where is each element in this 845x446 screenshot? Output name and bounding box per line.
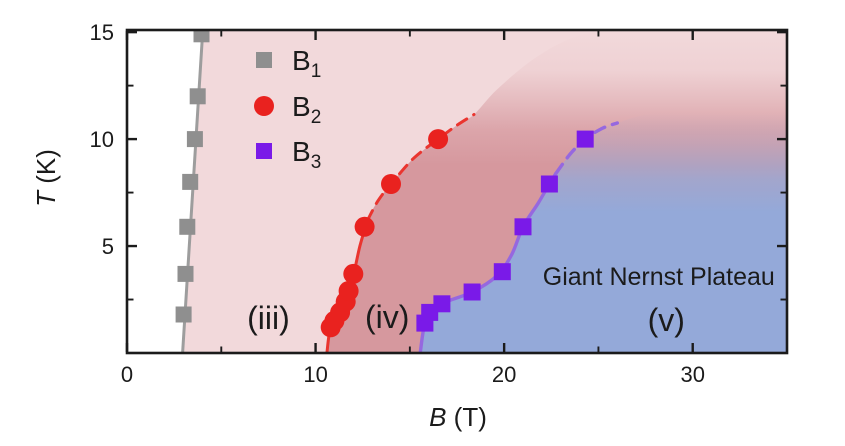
b3-marker (463, 283, 481, 301)
region-label-v: (v) (648, 302, 685, 338)
legend-label-b3: B3 (292, 136, 321, 173)
legend-item-b1: B1 (256, 45, 321, 82)
series-b3-markers (416, 130, 594, 332)
b3-marker (540, 175, 558, 193)
b2-marker (428, 129, 449, 150)
b2-legend-marker (254, 96, 274, 116)
b2-dashed-line (365, 113, 476, 222)
b1-marker (175, 306, 192, 323)
legend-label-b1: B1 (292, 45, 321, 82)
b3-marker (576, 130, 594, 148)
x-tick-label-0: 0 (121, 362, 133, 387)
series-b2-markers (320, 129, 449, 338)
x-tick-label-30: 30 (680, 362, 704, 387)
plot-area (175, 30, 787, 353)
b1-solid-line (181, 30, 205, 353)
series-b1 (181, 30, 205, 353)
axis-frame-group (125, 28, 789, 355)
b1-marker (182, 173, 199, 190)
b1-marker (179, 218, 196, 235)
b3-marker (514, 218, 532, 236)
b2-marker (354, 216, 375, 237)
b3-marker (493, 263, 511, 281)
b1-marker (189, 88, 206, 105)
b3-marker (433, 295, 451, 313)
b1-marker (186, 131, 203, 148)
b1-legend-marker (256, 52, 272, 68)
b2-marker (343, 263, 364, 284)
series-b1-markers (175, 30, 210, 323)
region-v-fill (420, 103, 787, 353)
region-label-iv: (iv) (365, 299, 409, 335)
annotation-giant-nernst-plateau: Giant Nernst Plateau (543, 263, 775, 291)
y-tick-label-10: 10 (90, 127, 114, 152)
b3-legend-marker (256, 143, 272, 159)
b2-marker (338, 281, 359, 301)
b1-marker (177, 265, 194, 282)
legend-item-b2: B2 (254, 91, 321, 128)
x-axis-title: B (T) (429, 402, 487, 432)
region-label-iii: (iii) (247, 300, 290, 336)
b2-marker (381, 174, 401, 194)
x-tick-label-10: 10 (303, 362, 327, 387)
y-axis-title: T (K) (31, 149, 61, 207)
legend-label-b2: B2 (292, 91, 321, 128)
plot-frame (125, 28, 789, 355)
legend-item-b3: B3 (256, 136, 321, 173)
x-tick-label-20: 20 (492, 362, 516, 387)
y-tick-label-5: 5 (102, 234, 114, 259)
y-tick-label-15: 15 (90, 20, 114, 45)
legend: B1 B2 B3 (254, 45, 321, 173)
b1-marker (193, 30, 210, 43)
